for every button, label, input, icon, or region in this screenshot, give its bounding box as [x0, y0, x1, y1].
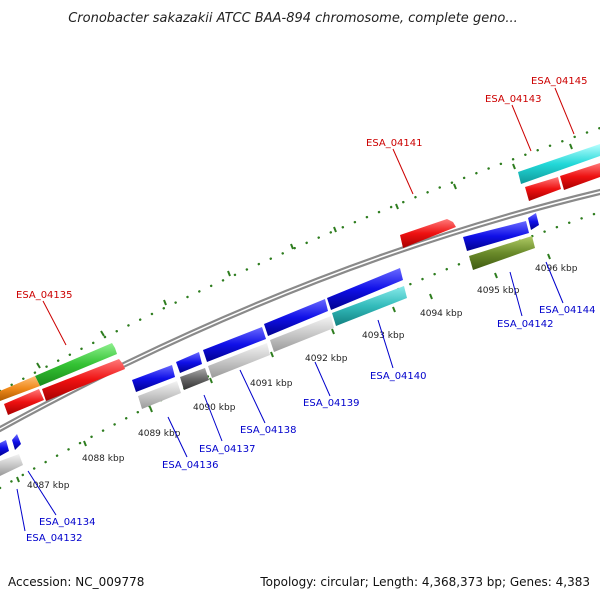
gene-feature[interactable]	[203, 327, 266, 362]
gene-feature[interactable]	[0, 454, 23, 476]
tick-label-4096: 4096 kbp	[535, 264, 578, 274]
tick-label-4090: 4090 kbp	[193, 403, 236, 413]
gene-feature[interactable]	[469, 236, 535, 270]
gene-label-esa-04137[interactable]: ESA_04137	[199, 444, 256, 455]
gene-feature[interactable]	[525, 177, 561, 201]
gene-label-esa-04132[interactable]: ESA_04132	[26, 533, 83, 544]
gene-feature[interactable]	[528, 213, 539, 230]
gene-label-esa-04144[interactable]: ESA_04144	[539, 305, 596, 316]
reverse-gene-labels: ESA_04132 ESA_04134 ESA_04136 ESA_04137 …	[26, 305, 596, 544]
forward-label-leaders	[42, 87, 575, 346]
gene-feature[interactable]	[176, 352, 202, 373]
tick-label-4088: 4088 kbp	[82, 454, 125, 464]
outer-tick-ring	[0, 126, 600, 393]
gene-label-esa-04141[interactable]: ESA_04141	[366, 138, 423, 149]
gene-feature[interactable]	[332, 286, 407, 326]
genome-summary-text: Topology: circular; Length: 4,368,373 bp…	[259, 575, 590, 589]
tick-label-4091: 4091 kbp	[250, 379, 293, 389]
gene-feature[interactable]	[560, 163, 600, 190]
reverse-strand-features	[0, 213, 539, 476]
inner-major-ticks	[16, 253, 551, 483]
gene-feature[interactable]	[208, 343, 270, 378]
gene-feature[interactable]	[0, 440, 9, 456]
map-title: Cronobacter sakazakii ATCC BAA-894 chrom…	[68, 11, 518, 26]
gene-feature[interactable]	[4, 389, 44, 415]
gene-label-esa-04142[interactable]: ESA_04142	[497, 319, 554, 330]
gene-label-esa-04134[interactable]: ESA_04134	[39, 517, 96, 528]
tick-label-4095: 4095 kbp	[477, 286, 520, 296]
outer-major-ticks	[36, 143, 573, 369]
gene-feature[interactable]	[132, 365, 175, 392]
gene-feature[interactable]	[12, 434, 21, 450]
tick-label-4092: 4092 kbp	[305, 354, 348, 364]
gene-label-esa-04136[interactable]: ESA_04136	[162, 460, 219, 471]
tick-label-4089: 4089 kbp	[138, 429, 181, 439]
gene-feature[interactable]	[327, 268, 403, 310]
gene-feature[interactable]	[463, 221, 529, 251]
gene-feature[interactable]	[0, 376, 40, 401]
accession-text: Accession: NC_009778	[8, 575, 144, 589]
gene-label-esa-04135[interactable]: ESA_04135	[16, 290, 73, 301]
gene-label-esa-04140[interactable]: ESA_04140	[370, 371, 427, 382]
tick-label-4087: 4087 kbp	[27, 481, 70, 491]
gene-label-esa-04138[interactable]: ESA_04138	[240, 425, 297, 436]
tick-label-4094: 4094 kbp	[420, 309, 463, 319]
gene-label-esa-04143[interactable]: ESA_04143	[485, 94, 542, 105]
gene-label-esa-04145[interactable]: ESA_04145	[531, 76, 588, 87]
gene-feature[interactable]	[264, 299, 328, 336]
gene-label-esa-04139[interactable]: ESA_04139	[303, 398, 360, 409]
gene-feature[interactable]	[270, 316, 334, 352]
gene-feature[interactable]	[35, 343, 117, 386]
gene-feature[interactable]	[518, 144, 600, 184]
forward-gene-labels: ESA_04135 ESA_04141 ESA_04143 ESA_04145	[16, 76, 588, 301]
reverse-label-leaders	[16, 261, 564, 532]
tick-labels: 4087 kbp 4088 kbp 4089 kbp 4090 kbp 4091…	[27, 264, 578, 491]
gene-feature[interactable]	[138, 381, 181, 409]
gene-feature[interactable]	[400, 219, 456, 248]
forward-strand-features	[0, 144, 600, 415]
gene-feature[interactable]	[180, 368, 209, 390]
gene-feature[interactable]	[42, 359, 125, 401]
